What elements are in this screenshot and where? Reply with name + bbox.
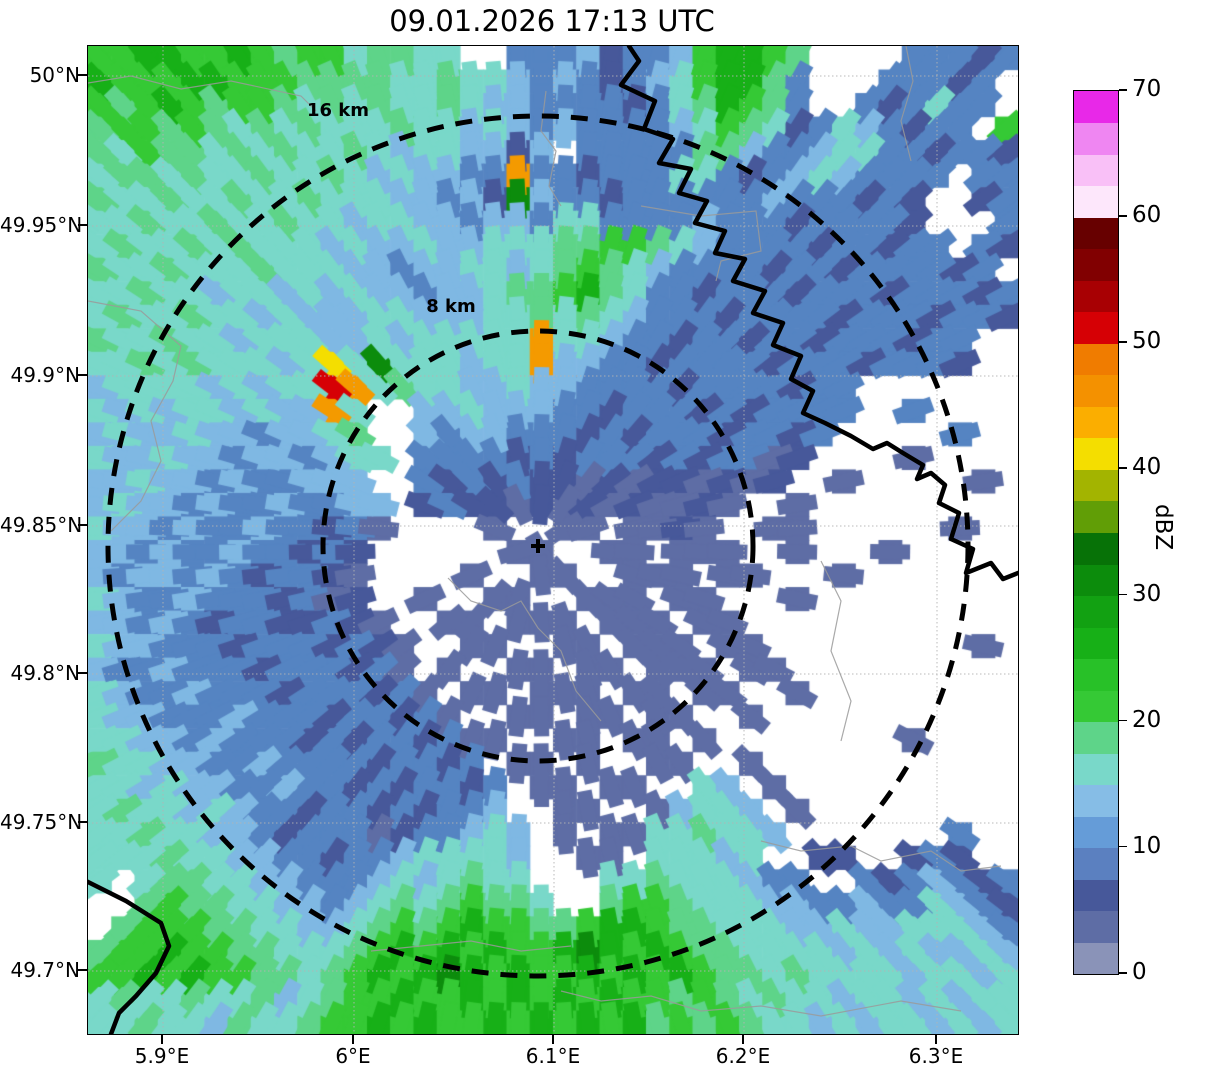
- y-tick-label: 49.75°N: [0, 810, 83, 834]
- admin-boundary-line: [88, 300, 182, 532]
- y-tick-mark: [78, 224, 87, 226]
- colorbar-tick-mark: [1119, 593, 1127, 596]
- map-overlay: 8 km 16 km: [88, 46, 1018, 1034]
- radar-heatmap-canvas: [88, 46, 1018, 1034]
- colorbar-segment: [1074, 185, 1118, 218]
- y-tick-mark: [78, 374, 87, 376]
- colorbar: [1073, 90, 1119, 975]
- colorbar-tick-mark: [1119, 845, 1127, 848]
- colorbar-tick-label: 20: [1132, 706, 1162, 733]
- colorbar-segment: [1074, 469, 1118, 502]
- colorbar-segment: [1074, 942, 1118, 975]
- colorbar-segment: [1074, 847, 1118, 880]
- colorbar-segment: [1074, 879, 1118, 912]
- colorbar-tick-mark: [1119, 467, 1127, 470]
- range-ring-label: 16 km: [307, 100, 369, 121]
- x-tick-label: 6.1°E: [525, 1044, 581, 1068]
- x-tick-label: 6.3°E: [908, 1044, 964, 1068]
- colorbar-segment: [1074, 122, 1118, 155]
- x-tick-mark: [935, 1034, 937, 1044]
- colorbar-segment: [1074, 406, 1118, 439]
- plot-title: 09.01.2026 17:13 UTC: [389, 4, 715, 38]
- x-tick-label: 5.9°E: [134, 1044, 190, 1068]
- x-tick-label: 6°E: [335, 1044, 371, 1068]
- colorbar-segment: [1074, 343, 1118, 376]
- radar-site-marker: [531, 539, 545, 553]
- colorbar-segment: [1074, 91, 1118, 124]
- x-tick-label: 6.2°E: [715, 1044, 771, 1068]
- y-tick-mark: [78, 524, 87, 526]
- admin-boundary-line: [88, 75, 317, 112]
- colorbar-tick-mark: [1119, 719, 1127, 722]
- y-tick-mark: [78, 672, 87, 674]
- y-tick-label: 49.7°N: [10, 958, 81, 982]
- colorbar-tick-label: 10: [1132, 832, 1162, 859]
- admin-boundary-line: [560, 990, 962, 1017]
- colorbar-segment: [1074, 910, 1118, 943]
- colorbar-tick-label: 30: [1132, 580, 1162, 607]
- colorbar-tick-label: 40: [1132, 454, 1162, 481]
- colorbar-tick-label: 0: [1132, 959, 1147, 985]
- y-tick-mark: [78, 74, 87, 76]
- admin-boundary-line: [540, 90, 562, 207]
- colorbar-segment: [1074, 500, 1118, 533]
- y-tick-label: 49.95°N: [0, 213, 83, 237]
- colorbar-segment: [1074, 280, 1118, 313]
- range-ring-label: 8 km: [426, 296, 476, 317]
- y-tick-label: 49.8°N: [10, 661, 81, 685]
- colorbar-tick-mark: [1119, 215, 1127, 217]
- colorbar-segment: [1074, 658, 1118, 691]
- colorbar-unit-label: dBZ: [1150, 504, 1176, 551]
- plot-area: 8 km 16 km: [87, 45, 1019, 1035]
- admin-boundary-line: [447, 577, 602, 722]
- colorbar-tick-mark: [1119, 341, 1127, 343]
- colorbar-tick-mark: [1119, 972, 1127, 974]
- admin-boundary-line: [820, 560, 852, 742]
- x-tick-mark: [161, 1034, 163, 1044]
- colorbar-tick-mark: [1119, 89, 1127, 91]
- colorbar-segment: [1074, 690, 1118, 723]
- range-ring: [320, 328, 756, 764]
- admin-boundary-line: [640, 205, 762, 282]
- colorbar-tick-label: 50: [1132, 328, 1162, 355]
- x-tick-mark: [352, 1034, 354, 1044]
- colorbar-segment: [1074, 154, 1118, 187]
- admin-boundary-line: [370, 940, 572, 952]
- colorbar-segment: [1074, 311, 1118, 344]
- y-tick-label: 50°N: [29, 63, 80, 87]
- colorbar-segment: [1074, 753, 1118, 786]
- admin-boundary-line: [900, 46, 914, 162]
- x-tick-mark: [742, 1034, 744, 1044]
- colorbar-segment: [1074, 564, 1118, 597]
- range-ring: [105, 113, 971, 979]
- colorbar-segment: [1074, 374, 1118, 407]
- colorbar-segment: [1074, 248, 1118, 281]
- admin-boundary-line: [760, 840, 1002, 872]
- y-tick-mark: [78, 969, 87, 971]
- colorbar-tick-label: 60: [1132, 202, 1162, 229]
- y-tick-label: 49.85°N: [0, 513, 83, 537]
- colorbar-segment: [1074, 816, 1118, 849]
- y-tick-label: 49.9°N: [10, 363, 81, 387]
- y-tick-mark: [78, 821, 87, 823]
- colorbar-segment: [1074, 784, 1118, 817]
- country-border-line: [88, 879, 172, 1034]
- colorbar-segment: [1074, 532, 1118, 565]
- country-border-line: [618, 46, 1018, 582]
- colorbar-segment: [1074, 627, 1118, 660]
- x-tick-mark: [552, 1034, 554, 1044]
- colorbar-segment: [1074, 721, 1118, 754]
- colorbar-segment: [1074, 217, 1118, 250]
- colorbar-tick-label: 70: [1132, 76, 1162, 102]
- colorbar-segment: [1074, 437, 1118, 470]
- colorbar-segment: [1074, 595, 1118, 628]
